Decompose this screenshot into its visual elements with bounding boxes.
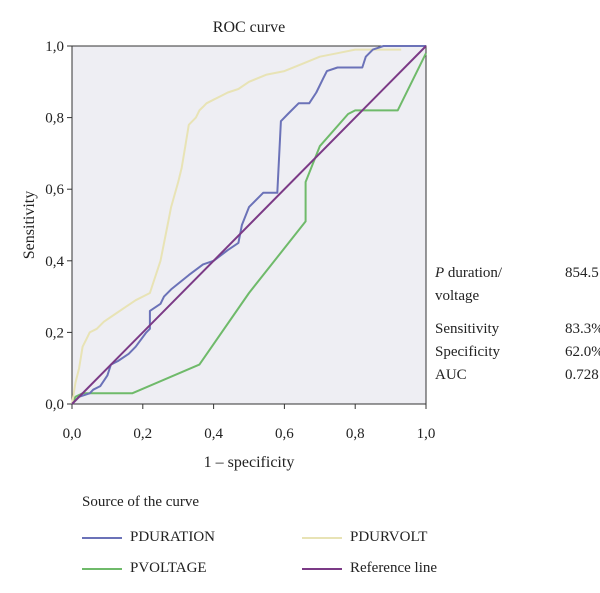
legend-label-pduration: PDURATION [130, 529, 216, 545]
y-tick-label: 0,6 [45, 182, 64, 198]
pdv-label-rest: duration/ [444, 265, 503, 281]
sensitivity-label: Sensitivity [435, 321, 500, 337]
legend-item-pduration: PDURATION [82, 529, 302, 546]
legend-label-reference-line: Reference line [350, 560, 438, 576]
y-tick-label: 1,0 [45, 39, 64, 55]
y-axis-label: Sensitivity [21, 191, 38, 259]
legend: Source of the curve PDURATION PDURVOLT P… [82, 494, 462, 577]
x-tick-label: 1,0 [417, 426, 436, 442]
x-tick-label: 0,0 [63, 426, 82, 442]
pdv-label-italic: P [435, 265, 445, 281]
legend-label-pdurvolt: PDURVOLT [350, 529, 428, 545]
legend-swatch-pvoltage [82, 567, 122, 570]
roc-chart: 0,0 0,2 0,4 0,6 0,8 1,0 0,0 0,2 0,4 0,6 0,8 1,0 ROC… [21, 19, 436, 471]
legend-swatch-reference-line [302, 567, 342, 570]
x-axis-label: 1 – specificity [204, 454, 295, 471]
legend-label-pvoltage: PVOLTAGE [130, 560, 207, 576]
y-tick-label: 0,8 [45, 111, 64, 127]
x-tick-label: 0,8 [346, 426, 365, 442]
pdv-label: P duration/ [435, 262, 565, 285]
legend-swatch-pduration [82, 536, 122, 539]
series-line-pdurvolt [71, 48, 402, 405]
legend-item-pvoltage: PVOLTAGE [82, 560, 302, 577]
pdv-label-line2: voltage [435, 288, 480, 304]
chart-title: ROC curve [213, 19, 285, 36]
auc-label: AUC [435, 367, 467, 383]
y-tick-label: 0,0 [45, 397, 64, 413]
y-tick-label: 0,4 [45, 254, 64, 270]
legend-item-reference-line: Reference line [302, 560, 462, 577]
legend-title: Source of the curve [82, 494, 200, 510]
legend-swatch-pdurvolt [302, 536, 342, 539]
x-tick-label: 0,2 [133, 426, 152, 442]
stats-panel: P duration/ 854.5 voltage Sensitivity 83… [435, 262, 600, 387]
series-line-reference-line [71, 45, 427, 405]
specificity-label: Specificity [435, 344, 500, 360]
x-tick-label: 0,6 [275, 426, 294, 442]
legend-item-pdurvolt: PDURVOLT [302, 529, 462, 546]
auc-value: 0.728 [565, 367, 599, 383]
pdv-value: 854.5 [565, 265, 599, 281]
y-tick-label: 0,2 [45, 325, 64, 341]
specificity-value: 62.0% [565, 344, 600, 360]
sensitivity-value: 83.3% [565, 321, 600, 337]
legend-items: PDURATION PDURVOLT PVOLTAGE Reference li… [82, 529, 462, 577]
x-tick-label: 0,4 [204, 426, 223, 442]
